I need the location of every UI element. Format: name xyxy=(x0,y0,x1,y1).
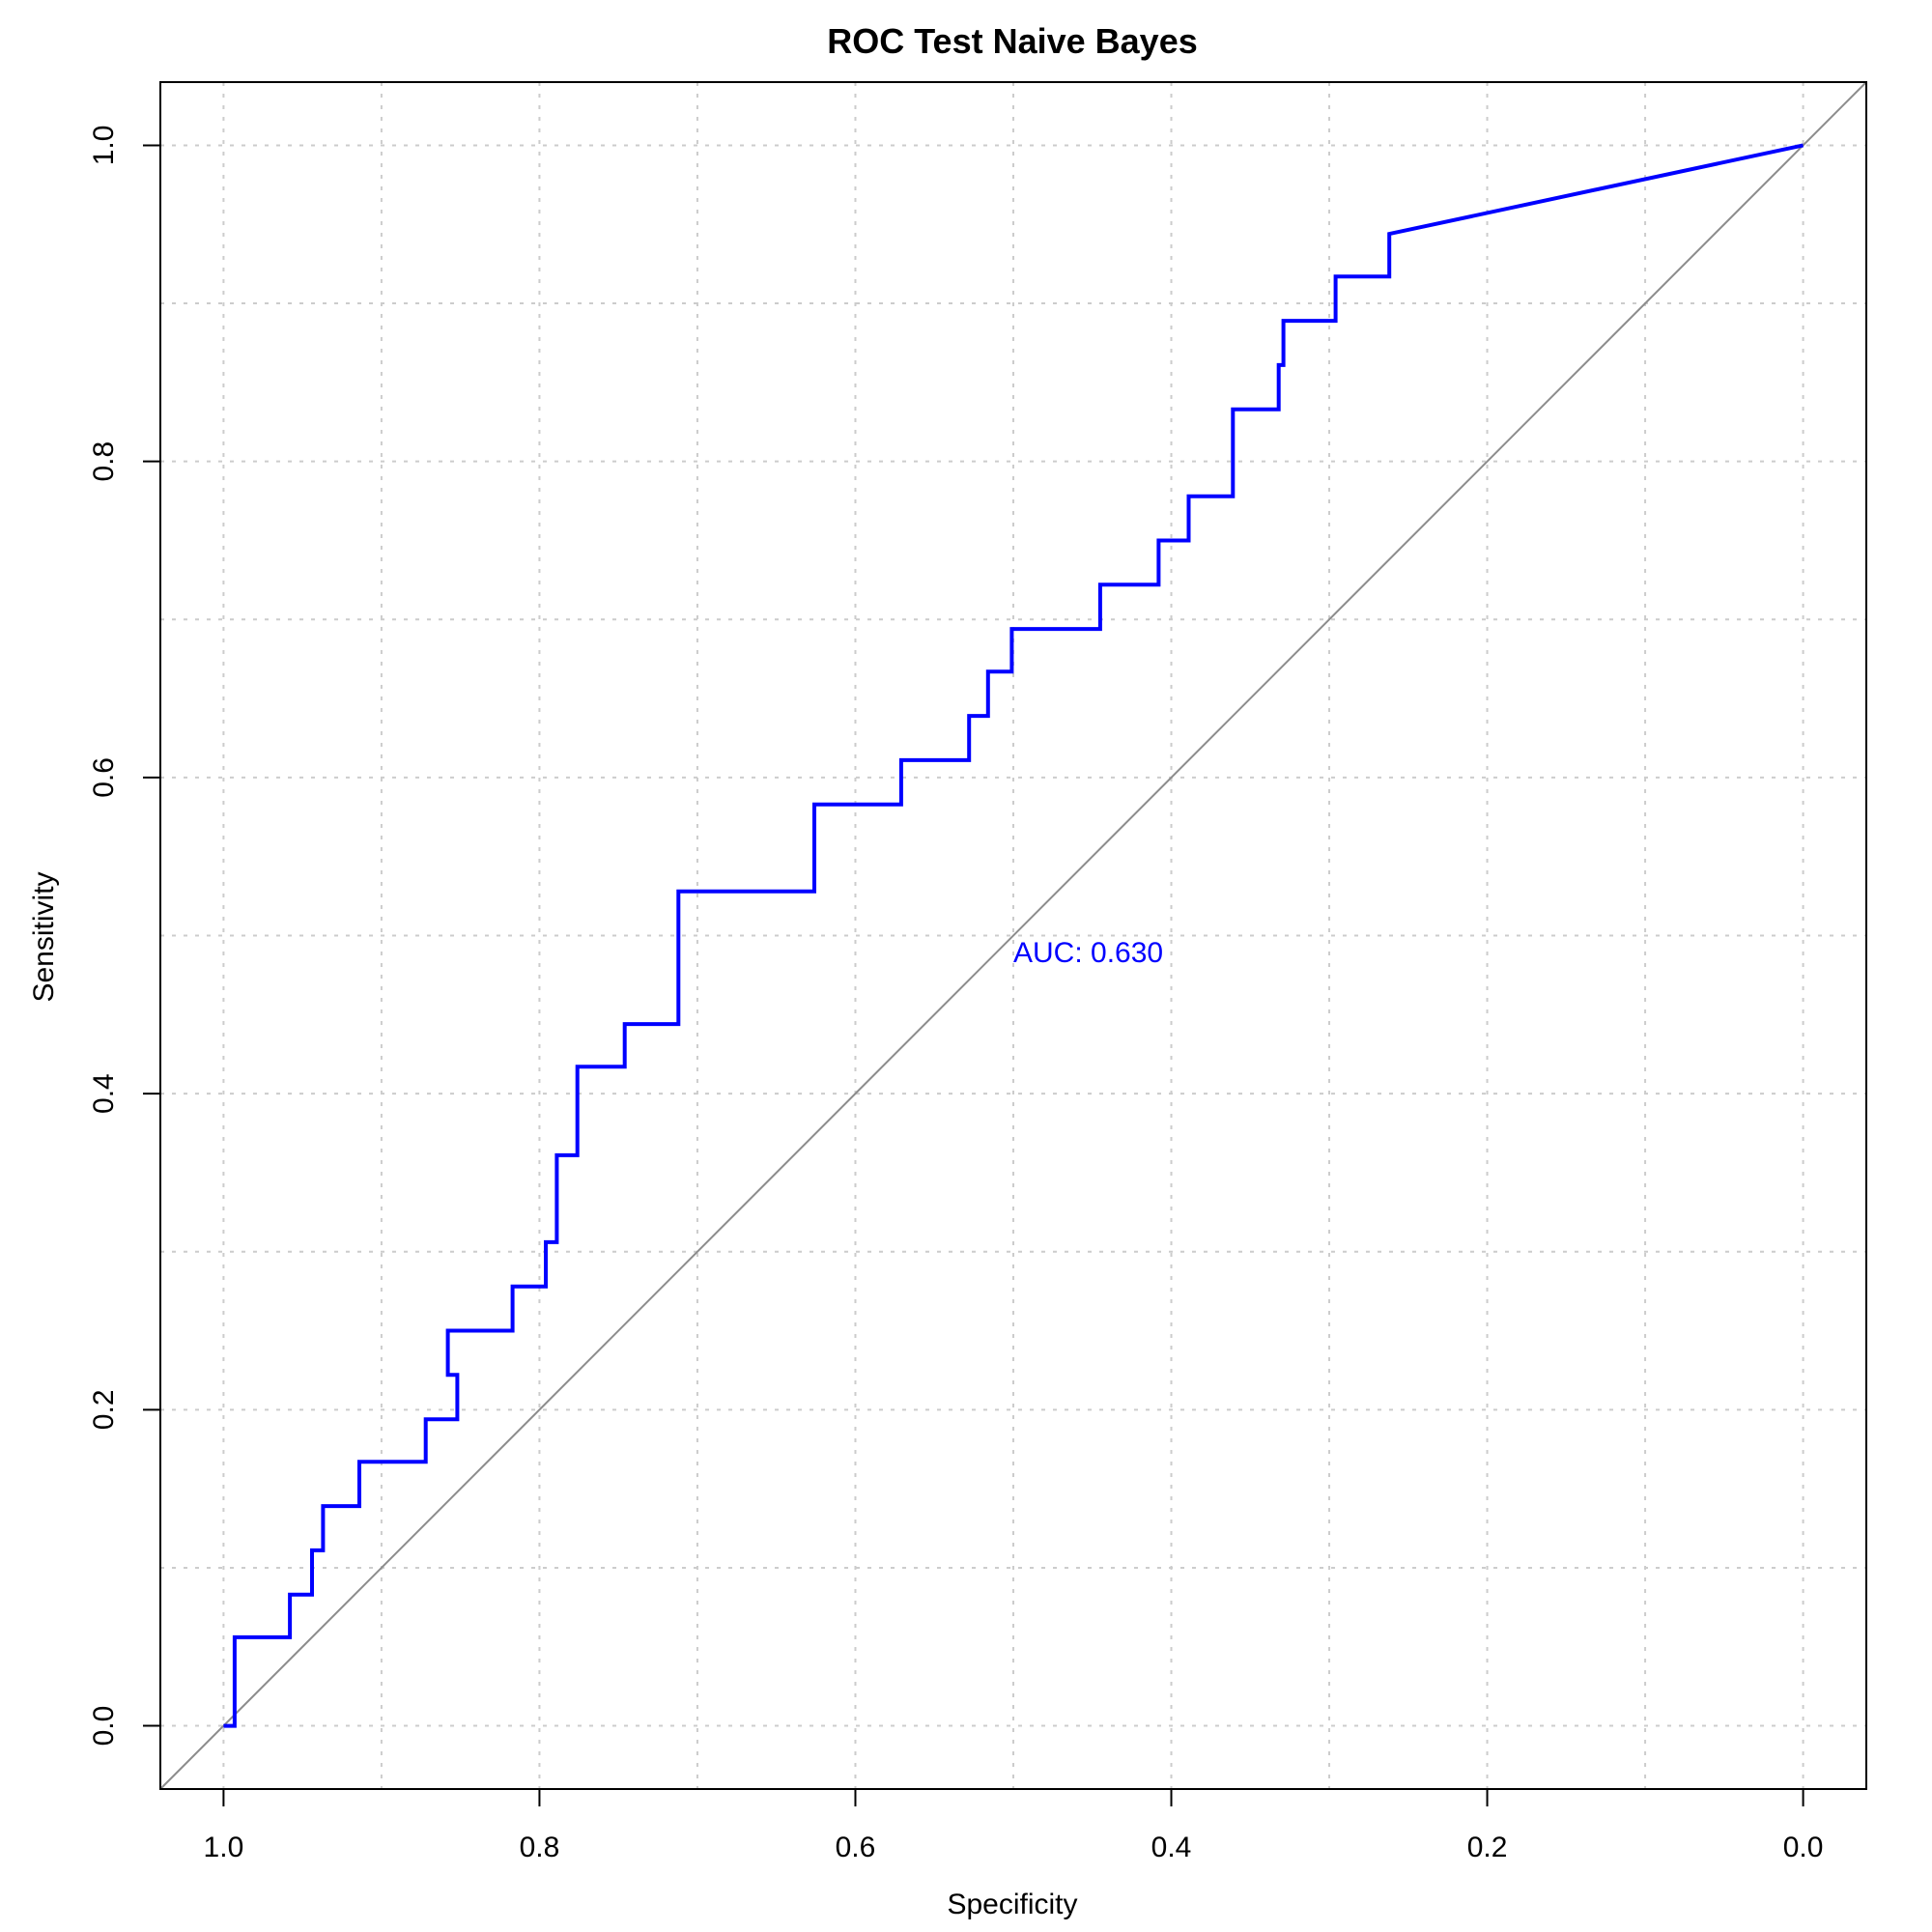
auc-annotation: AUC: 0.630 xyxy=(1013,937,1163,969)
annotations: AUC: 0.630 xyxy=(1013,937,1163,969)
y-axis-label: Sensitivity xyxy=(28,871,60,1002)
x-axis-label: Specificity xyxy=(947,1889,1077,1920)
y-tick-label-2: 0.4 xyxy=(88,1073,120,1114)
x-tick-label-0: 1.0 xyxy=(204,1832,244,1863)
x-tick-label-4: 0.2 xyxy=(1467,1832,1508,1863)
y-tick-label-4: 0.8 xyxy=(88,441,120,482)
y-tick-label-3: 0.6 xyxy=(88,757,120,798)
y-tick-label-0: 0.0 xyxy=(88,1706,120,1747)
y-tick-label-1: 0.2 xyxy=(88,1389,120,1430)
x-tick-label-2: 0.6 xyxy=(836,1832,876,1863)
reference-diagonal-line xyxy=(159,81,1867,1790)
chart-title: ROC Test Naive Bayes xyxy=(827,21,1198,61)
x-tick-label-5: 0.0 xyxy=(1783,1832,1824,1863)
y-tick-label-5: 1.0 xyxy=(88,126,120,166)
roc-curve-series xyxy=(223,143,1804,1728)
plot-frame xyxy=(159,81,1867,1790)
axis-ticks: 1.0 0.8 0.6 0.4 0.2 0.0 0.0 0.2 0.4 0.6 0.8 1.0 xyxy=(88,126,1823,1863)
x-tick-label-1: 0.8 xyxy=(520,1832,560,1863)
x-tick-label-3: 0.4 xyxy=(1151,1832,1192,1863)
